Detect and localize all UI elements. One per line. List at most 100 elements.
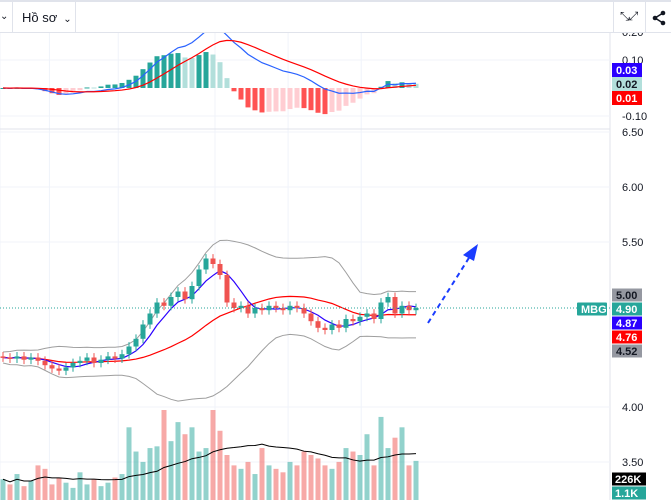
chart-canvas[interactable]: 0.200.10-0.100.030.020.016.506.005.504.0… — [0, 33, 671, 500]
candle-body — [210, 258, 216, 264]
candle-body — [133, 338, 139, 347]
volume-bar — [329, 468, 335, 500]
chevron-down-icon: ⌄ — [63, 14, 72, 25]
volume-value-label — [612, 486, 646, 500]
volume-bar — [196, 451, 202, 500]
macd-histogram-bar — [217, 62, 223, 88]
volume-bar — [357, 455, 363, 500]
bollinger-lower — [2, 333, 416, 402]
macd-histogram-bar — [119, 82, 125, 88]
volume-bar — [231, 465, 237, 500]
candle-body — [91, 357, 97, 363]
volume-bar — [28, 480, 34, 500]
macd-value-text: 0.02 — [616, 79, 637, 91]
macd-histogram-bar — [392, 83, 398, 88]
candle-body — [315, 321, 321, 328]
volume-bar — [322, 465, 328, 500]
volume-bar — [175, 422, 181, 500]
profile-dropdown[interactable]: Hồ sơ ⌄ — [22, 10, 72, 25]
volume-bar — [343, 448, 349, 500]
candle-body — [147, 313, 153, 325]
volume-bar — [364, 434, 370, 500]
volume-bar — [161, 410, 167, 500]
macd-value-label — [612, 77, 642, 91]
candle-body — [42, 360, 48, 366]
candle-body — [357, 316, 363, 322]
candle-body — [259, 308, 265, 311]
candle-body — [252, 308, 258, 314]
candle-body — [371, 313, 377, 319]
trend-arrow-line — [427, 252, 473, 324]
macd-histogram-bar — [182, 57, 188, 88]
macd-histogram-bar — [259, 88, 265, 113]
candle-body — [63, 367, 69, 371]
chevron-down-icon[interactable]: ⌄ — [0, 11, 9, 22]
volume-bar — [70, 487, 76, 500]
candle-body — [119, 354, 125, 359]
candle-body — [196, 269, 202, 286]
macd-histogram-bar — [112, 84, 118, 88]
symbol-label — [577, 302, 607, 316]
volume-bar — [91, 479, 97, 500]
candle-body — [70, 363, 76, 368]
candle-body — [7, 357, 13, 359]
price-value-label — [612, 288, 642, 302]
toolbar-divider — [613, 2, 614, 33]
volume-bar — [315, 458, 321, 500]
macd-line — [2, 33, 417, 95]
macd-histogram-bar — [350, 88, 356, 103]
volume-bar — [112, 477, 118, 500]
macd-histogram-bar — [161, 55, 167, 88]
macd-histogram-bar — [175, 53, 181, 88]
volume-bar — [266, 465, 272, 500]
volume-bar — [294, 465, 300, 500]
macd-histogram-bar — [238, 88, 244, 100]
macd-histogram-bar — [196, 55, 202, 88]
candle-body — [287, 305, 293, 311]
candle-body — [308, 313, 314, 322]
macd-histogram-bar — [357, 88, 363, 99]
price-value-text: 4.76 — [616, 332, 637, 344]
macd-histogram-bar — [287, 88, 293, 110]
candle-body — [98, 359, 104, 363]
macd-histogram-bar — [84, 87, 90, 89]
candle-body — [280, 308, 286, 311]
fullscreen-icon[interactable]: ⤡⤢ — [620, 9, 638, 23]
volume-ma-line — [2, 443, 417, 483]
macd-histogram-bar — [399, 82, 405, 88]
volume-bar — [336, 461, 342, 500]
volume-bar — [210, 410, 216, 500]
signal-line — [2, 39, 417, 93]
candle-body — [126, 346, 132, 355]
candle-body — [182, 291, 188, 300]
chart-toolbar: ⌄ Hồ sơ ⌄ ⤡⤢ — [0, 0, 671, 33]
volume-bar — [224, 455, 230, 500]
volume-value-text: 1.1K — [615, 488, 638, 500]
volume-bar — [182, 434, 188, 500]
candle-body — [301, 308, 307, 314]
candle-body — [266, 305, 272, 311]
share-icon[interactable] — [652, 10, 666, 26]
macd-axis-tick: -0.10 — [622, 111, 647, 123]
volume-bar — [98, 486, 104, 500]
volume-bar — [287, 461, 293, 500]
candle-body — [231, 302, 237, 308]
macd-histogram-bar — [329, 88, 335, 112]
price-value-text: 5.00 — [616, 290, 637, 302]
candle-body — [21, 356, 27, 360]
candle-body — [28, 357, 34, 360]
volume-bar — [147, 448, 153, 500]
candle-body — [343, 319, 349, 328]
price-axis-tick: 4.00 — [622, 402, 643, 414]
price-value-text: 4.52 — [616, 346, 637, 358]
volume-bar — [35, 465, 41, 500]
macd-histogram-bar — [301, 88, 307, 109]
volume-bar — [119, 474, 125, 500]
macd-histogram-bar — [140, 69, 146, 88]
toolbar-divider — [645, 2, 646, 33]
macd-histogram-bar — [42, 88, 48, 92]
candle-body — [392, 297, 398, 314]
volume-bar — [21, 486, 27, 500]
candle-body — [217, 264, 223, 275]
candle-body — [322, 327, 328, 330]
